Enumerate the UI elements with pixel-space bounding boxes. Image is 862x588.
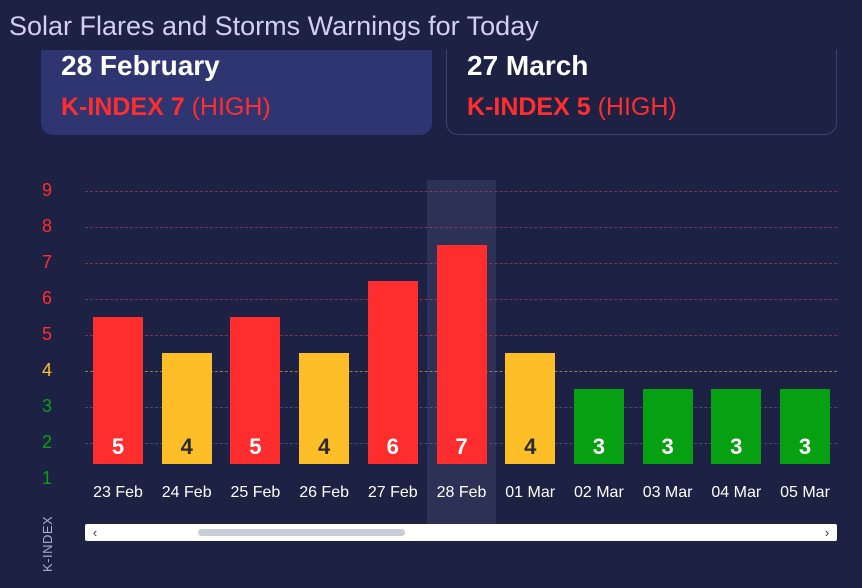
y-tick-label: 5 — [41, 324, 52, 344]
bar[interactable] — [505, 353, 556, 464]
bar[interactable] — [436, 245, 487, 464]
bar-value-label: 3 — [730, 434, 743, 459]
bar-value-label: 6 — [386, 434, 399, 459]
bar-value-label: 5 — [249, 434, 262, 459]
bar-value-label: 7 — [455, 434, 468, 459]
x-tick-label: 03 Mar — [642, 484, 693, 501]
x-tick-label: 04 Mar — [711, 484, 762, 501]
bar-value-label: 3 — [798, 434, 812, 459]
k-index-level: (HIGH) — [597, 93, 677, 121]
y-tick-label: 1 — [41, 468, 52, 488]
y-tick-label: 3 — [41, 396, 52, 416]
x-tick-label: 01 Mar — [505, 484, 556, 501]
card-date: 28 February — [61, 50, 220, 81]
y-tick-label: 2 — [41, 432, 52, 452]
bar-value-label: 5 — [111, 434, 125, 459]
y-tick-label: 9 — [41, 180, 52, 200]
card-k-index: K-INDEX 7 (HIGH) — [61, 93, 271, 122]
bar[interactable] — [230, 317, 281, 464]
x-tick-label: 23 Feb — [93, 484, 143, 501]
scroll-right-arrow-icon[interactable]: › — [824, 525, 830, 540]
card-date: 27 March — [467, 50, 589, 81]
bar[interactable] — [367, 281, 418, 464]
y-tick-label: 7 — [41, 252, 52, 272]
card-k-index: K-INDEX 5 (HIGH) — [467, 93, 677, 122]
bar-value-label: 4 — [180, 434, 193, 459]
bar[interactable] — [93, 317, 143, 464]
scroll-left-arrow-icon[interactable]: ‹ — [92, 525, 98, 540]
page-title: Solar Flares and Storms Warnings for Tod… — [9, 11, 539, 41]
bar-value-label: 4 — [317, 434, 331, 459]
x-tick-label: 25 Feb — [230, 484, 281, 501]
bar[interactable] — [573, 389, 624, 464]
x-tick-label: 28 Feb — [436, 484, 487, 501]
y-tick-label: 8 — [41, 216, 52, 236]
x-tick-label: 24 Feb — [161, 484, 212, 501]
bar[interactable] — [161, 353, 212, 464]
forecast-card-today[interactable]: 28 February K-INDEX 7 (HIGH) — [41, 50, 432, 135]
k-index-level: (HIGH) — [191, 93, 271, 121]
grid-line — [85, 227, 837, 228]
x-tick-label: 02 Mar — [573, 484, 624, 501]
y-tick-label: 6 — [41, 288, 52, 308]
bar[interactable] — [711, 389, 762, 464]
bar-value-label: 4 — [524, 434, 537, 459]
k-index-label: K-INDEX 5 — [467, 93, 591, 121]
bar-value-label: 3 — [592, 434, 606, 459]
bar[interactable] — [299, 353, 350, 464]
bar[interactable] — [642, 389, 693, 464]
bar[interactable] — [780, 389, 830, 464]
chart-scrollbar[interactable]: ‹ › — [85, 524, 837, 541]
y-tick-label: 4 — [41, 360, 52, 380]
k-index-label: K-INDEX 7 — [61, 93, 185, 121]
grid-line — [85, 191, 837, 192]
y-axis-title: K-INDEX — [40, 515, 55, 572]
bar-value-label: 3 — [661, 434, 674, 459]
x-tick-label: 26 Feb — [299, 484, 349, 501]
scroll-thumb[interactable] — [198, 529, 405, 536]
x-tick-label: 05 Mar — [780, 484, 830, 501]
x-tick-label: 27 Feb — [367, 484, 418, 501]
forecast-card-next[interactable]: 27 March K-INDEX 5 (HIGH) — [446, 50, 837, 135]
